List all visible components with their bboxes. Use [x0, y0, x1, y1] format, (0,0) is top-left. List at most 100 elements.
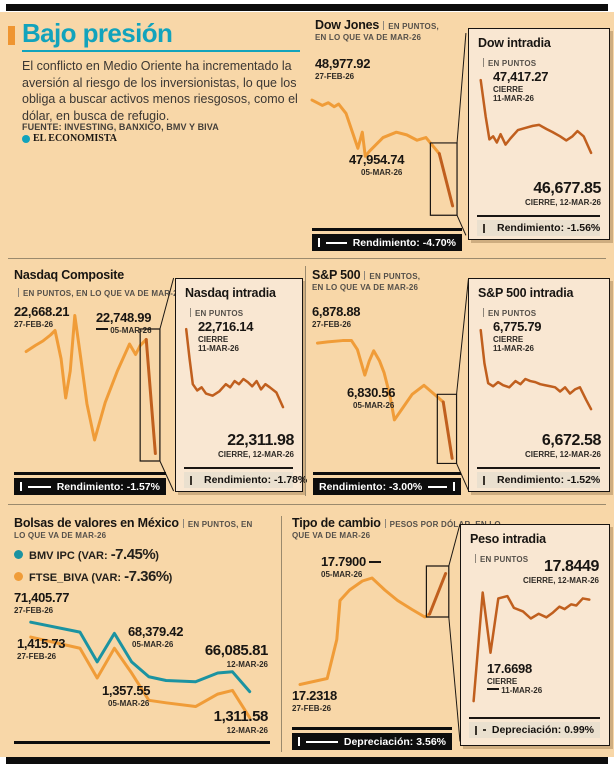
- nasdaq-return-badge: Rendimiento: -1.57%: [14, 478, 166, 495]
- mx-unit-2: LO QUE VA DE MAR-26: [14, 531, 107, 540]
- nasdaq-intraday-return-badge: Rendimiento: -1.78%: [184, 472, 307, 488]
- source-line: FUENTE: INVESTING, BANXICO, BMV Y BIVA: [22, 122, 219, 132]
- fx-separator: [292, 727, 452, 730]
- dow-title: Dow Jones: [315, 18, 380, 32]
- close-value: 46,677.85: [533, 180, 601, 197]
- open-date: 11-MAR-26: [501, 686, 543, 696]
- nasdaq-intraday-open-annotation: 22,716.14 CIERRE 11-MAR-26: [198, 319, 253, 354]
- badge-tick: [318, 238, 320, 247]
- biva-start-date: 27-FEB-26: [17, 651, 57, 661]
- fx-peak-annotation: 17.7900 05-MAR-26: [321, 554, 382, 579]
- dow-separator: [312, 228, 462, 231]
- page-title: Bajo presión: [22, 18, 173, 48]
- badge-rule: [326, 241, 347, 244]
- legend-bmv-ipc: BMV IPC (VAR: -7.45%): [14, 546, 159, 563]
- row-divider-2: [8, 504, 606, 505]
- nasdaq-peak-date: 05-MAR-26: [96, 326, 152, 336]
- bmv-ipc-dot-icon: [14, 550, 23, 559]
- dow-header: Dow Jones EN PUNTOS,: [315, 18, 439, 32]
- fx-peak-value: 17.7900: [321, 554, 366, 569]
- dow-start-value: 48,977.92: [315, 56, 371, 71]
- sp-intraday-title: S&P 500 intradia: [478, 286, 574, 300]
- ipc-start-value: 71,405.77: [14, 590, 70, 605]
- fx-unit: PESOS POR DÓLAR, EN LO: [389, 520, 501, 529]
- sp-return-badge: Rendimiento: -3.00%: [313, 478, 461, 495]
- nasdaq-intraday-chart: [184, 327, 294, 431]
- dow-unit: EN PUNTOS,: [388, 22, 439, 31]
- dow-intraday-open-annotation: 47,417.27 CIERRE 11-MAR-26: [493, 69, 548, 104]
- title-bullet: [8, 26, 15, 45]
- dow-intraday-chart: [477, 77, 601, 181]
- close-value: 6,672.58: [541, 432, 601, 449]
- ipc-end-annotation: 66,085.81 12-MAR-26: [205, 642, 269, 670]
- close-label: CIERRE, 12-MAR-26: [524, 198, 601, 208]
- dow-return-badge: Rendimiento: -4.70%: [312, 234, 462, 251]
- dow-low-value: 47,954.74: [349, 152, 405, 167]
- el-economista-logo-icon: [22, 134, 30, 143]
- fx-depreciation-label: Depreciación: 3.56%: [343, 735, 446, 748]
- legend-var-value: -7.36%: [124, 568, 169, 585]
- nasdaq-start-date: 27-FEB-26: [14, 319, 54, 329]
- open-label: CIERRE: [493, 334, 524, 344]
- ipc-start-annotation: 71,405.77 27-FEB-26: [14, 590, 69, 615]
- nasdaq-title: Nasdaq Composite: [14, 268, 125, 282]
- biva-mid-date: 05-MAR-26: [108, 698, 150, 708]
- dow-start-annotation: 48,977.92 27-FEB-26: [315, 56, 370, 81]
- title-underline: [22, 50, 300, 52]
- nasdaq-intraday-return-label: Rendimiento: -1.78%: [204, 474, 308, 486]
- nasdaq-intraday-unit: EN PUNTOS: [186, 303, 243, 321]
- nasdaq-return-label: Rendimiento: -1.57%: [56, 480, 160, 493]
- sp-header: S&P 500 EN PUNTOS,: [312, 268, 420, 282]
- sp-intraday-card: S&P 500 intradia EN PUNTOS 6,775.79 CIER…: [468, 278, 610, 492]
- inset-separator: [477, 467, 600, 469]
- header-divider-bar: [383, 21, 385, 30]
- dow-section: Dow Jones EN PUNTOS, EN LO QUE VA DE MAR-…: [307, 14, 465, 256]
- open-label: CIERRE: [198, 334, 229, 344]
- nasdaq-unit: EN PUNTOS, EN LO QUE VA DE MAR-26: [14, 283, 182, 301]
- column-divider-bottom: [281, 516, 282, 752]
- sp-intraday-chart: [477, 327, 601, 431]
- sp-title: S&P 500: [312, 268, 361, 282]
- open-date: 11-MAR-26: [493, 94, 534, 104]
- peso-intraday-title: Peso intradia: [470, 532, 546, 546]
- nasdaq-intraday-close-annotation: 22,311.98 CIERRE, 12-MAR-26: [218, 431, 294, 460]
- open-value: 6,775.79: [493, 319, 542, 334]
- fx-start-annotation: 17.2318 27-FEB-26: [292, 688, 337, 713]
- ipc-start-date: 27-FEB-26: [14, 605, 54, 615]
- annotation-connector: [369, 561, 382, 563]
- close-label: CIERRE, 12-MAR-26: [217, 450, 294, 460]
- biva-start-annotation: 1,415.73 27-FEB-26: [17, 636, 66, 661]
- peso-intraday-depreciation-label: Depreciación: 0.99%: [491, 724, 594, 736]
- nasdaq-start-annotation: 22,668.21 27-FEB-26: [14, 304, 69, 329]
- inset-separator: [184, 467, 293, 469]
- ipc-mid-annotation: 68,379.42 05-MAR-26: [128, 624, 183, 649]
- sp-intraday-return-badge: Rendimiento: -1.52%: [477, 472, 600, 488]
- sp-low-value: 6,830.56: [347, 385, 396, 400]
- peso-intraday-depreciation-badge: Depreciación: 0.99%: [469, 722, 600, 738]
- open-date: 11-MAR-26: [198, 344, 239, 354]
- open-label: CIERRE: [493, 84, 524, 94]
- mx-title: Bolsas de valores en México: [14, 516, 179, 530]
- inset-separator: [469, 717, 600, 719]
- open-value: 17.6698: [487, 661, 532, 676]
- sp-start-annotation: 6,878.88 27-FEB-26: [312, 304, 361, 329]
- column-divider-mid: [305, 266, 306, 496]
- nasdaq-peak-value: 22,748.99: [96, 310, 152, 325]
- biva-end-date: 12-MAR-26: [226, 726, 268, 735]
- peso-intraday-close-annotation: 17.8449 CIERRE, 12-MAR-26: [523, 557, 599, 586]
- sp-intraday-return-label: Rendimiento: -1.52%: [497, 474, 601, 486]
- dow-chart: [312, 92, 460, 226]
- nasdaq-peak-annotation: 22,748.99 05-MAR-26: [96, 310, 152, 335]
- legend-ftse-biva: FTSE_BIVA (VAR: -7.36%): [14, 568, 172, 585]
- fx-section: Tipo de cambio PESOS POR DÓLAR, EN LO QUE…: [288, 512, 501, 756]
- nasdaq-separator: [14, 472, 166, 475]
- sp-start-value: 6,878.88: [312, 304, 361, 319]
- ipc-mid-date: 05-MAR-26: [132, 639, 174, 649]
- sp-intraday-unit: EN PUNTOS: [479, 303, 536, 321]
- dow-intraday-close-annotation: 46,677.85 CIERRE, 12-MAR-26: [525, 179, 601, 208]
- dow-low-annotation: 47,954.74 05-MAR-26: [349, 152, 404, 177]
- legend-var-value: -7.45%: [110, 546, 156, 563]
- dow-intraday-title: Dow intradia: [478, 36, 551, 50]
- intro-section: Bajo presión El conflicto en Medio Orien…: [8, 18, 300, 250]
- dow-intraday-unit: EN PUNTOS: [479, 53, 536, 71]
